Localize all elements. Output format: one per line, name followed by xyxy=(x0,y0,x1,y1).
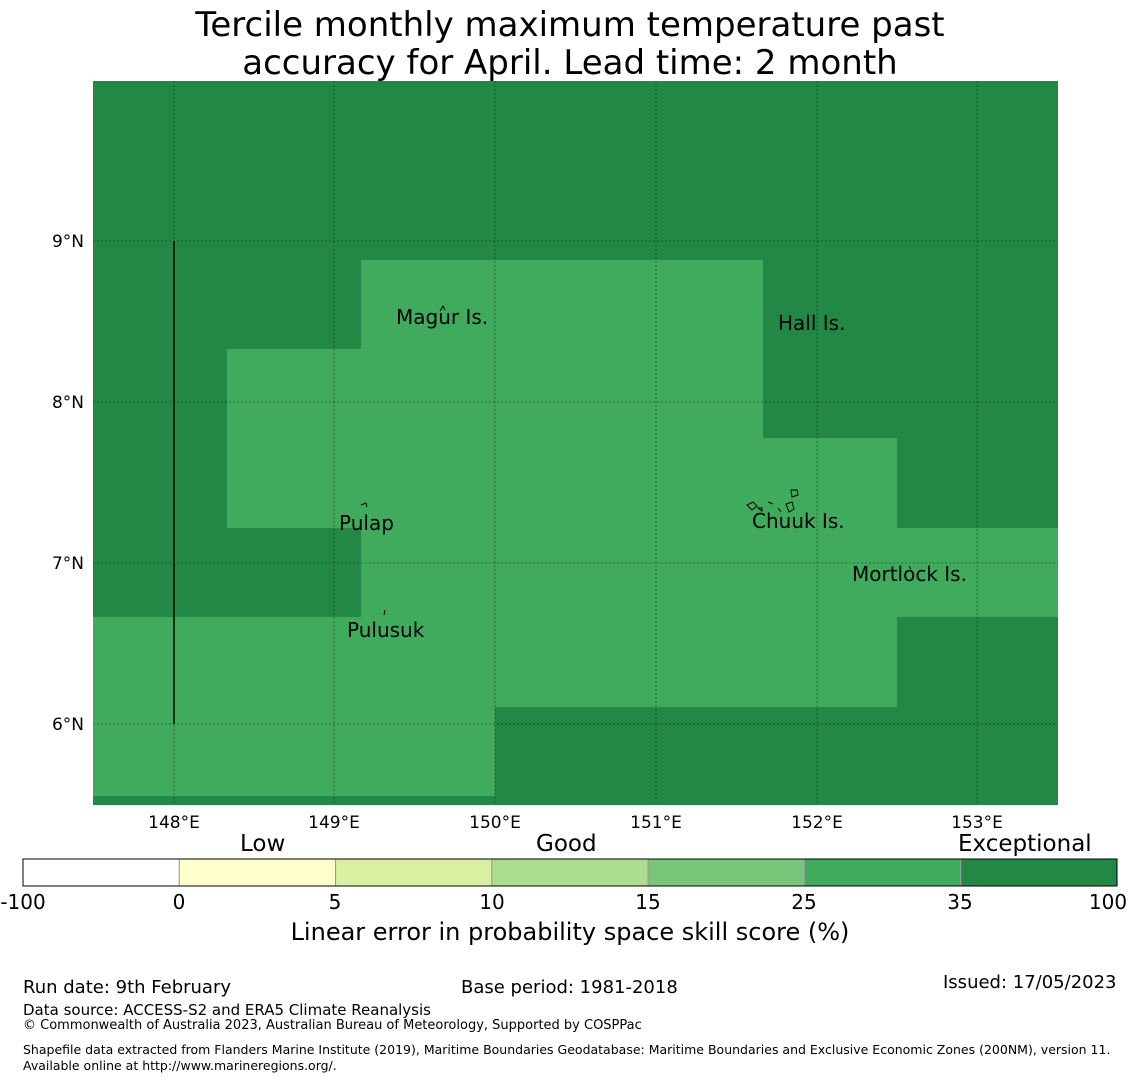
lon-tick-labels: 148°E 149°E 150°E 151°E 152°E 153°E xyxy=(148,813,1003,833)
lat-tick-label: 9°N xyxy=(52,232,84,252)
colorbar-tick-label: 15 xyxy=(635,890,661,914)
island-chuuk-2 xyxy=(746,501,758,511)
data-source: Data source: ACCESS-S2 and ERA5 Climate … xyxy=(23,1001,431,1019)
lon-tick-label: 153°E xyxy=(951,813,1003,833)
colorbar-frame xyxy=(22,858,1118,887)
lat-tick-label: 8°N xyxy=(52,393,84,413)
lat-tick-label: 6°N xyxy=(52,715,84,735)
colorbar-category-good: Good xyxy=(536,831,597,857)
lon-tick-label: 152°E xyxy=(791,813,843,833)
place-label-mortlock: Mortlock Is. xyxy=(852,562,967,586)
island-chuuk-4 xyxy=(767,501,774,505)
map-gridlines xyxy=(93,81,1058,805)
issued-date: Issued: 17/05/2023 xyxy=(943,972,1117,993)
place-label-pulap: Pulap xyxy=(339,511,394,535)
colorbar-segment xyxy=(335,858,493,887)
colorbar-title: Linear error in probability space skill … xyxy=(290,918,850,946)
lat-tick-labels: 9°N 8°N 7°N 6°N xyxy=(52,232,84,735)
island-outlines xyxy=(360,304,912,616)
chart-title: Tercile monthly maximum temperature past… xyxy=(0,6,1140,82)
colorbar-segment xyxy=(960,858,1118,887)
colorbar-segment xyxy=(491,858,649,887)
island-chuuk-6 xyxy=(777,507,782,513)
colorbar-segment xyxy=(178,858,337,887)
run-date: Run date: 9th February xyxy=(23,977,232,998)
colorbar-tick-label: 0 xyxy=(172,890,186,914)
place-label-hall: Hall Is. xyxy=(778,311,845,335)
colorbar-tick-label: 35 xyxy=(947,890,973,914)
colorbar-category-low: Low xyxy=(240,831,286,857)
colorbar xyxy=(22,858,1118,887)
chart-title-line2: accuracy for April. Lead time: 2 month xyxy=(242,43,898,83)
place-label-chuuk: Chuuk Is. xyxy=(752,509,845,533)
colorbar-tick-label: 100 xyxy=(1088,890,1128,914)
colorbar-tick-label: 5 xyxy=(328,890,342,914)
map-region-good xyxy=(93,260,1058,796)
colorbar-segment xyxy=(22,858,180,887)
lon-tick-label: 149°E xyxy=(308,813,360,833)
colorbar-tick-label: -100 xyxy=(0,890,46,914)
island-mortlock xyxy=(908,565,912,570)
colorbar-tick-label: 10 xyxy=(479,890,505,914)
lon-tick-label: 148°E xyxy=(148,813,200,833)
lon-tick-label: 150°E xyxy=(469,813,521,833)
island-pulusuk xyxy=(383,609,386,616)
lon-tick-label: 151°E xyxy=(630,813,682,833)
place-label-pulusuk: Pulusuk xyxy=(347,618,425,642)
map-panel xyxy=(93,81,1058,805)
island-chuuk-1 xyxy=(790,489,799,498)
shapefile-credit: Shapefile data extracted from Flanders M… xyxy=(23,1042,1111,1073)
place-label-magur: Magur Is. xyxy=(396,305,488,329)
colorbar-tick-label: 25 xyxy=(791,890,817,914)
colorbar-segment xyxy=(647,858,805,887)
island-magur xyxy=(439,304,446,312)
colorbar-category-exceptional: Exceptional xyxy=(958,831,1092,857)
place-labels: Magur Is. Hall Is. Pulap Chuuk Is. Mortl… xyxy=(339,305,967,642)
chart-title-line1: Tercile monthly maximum temperature past xyxy=(195,5,945,45)
base-period: Base period: 1981-2018 xyxy=(461,977,678,998)
island-pulap xyxy=(360,502,368,508)
copyright-notice: © Commonwealth of Australia 2023, Austra… xyxy=(23,1018,642,1033)
colorbar-segment xyxy=(803,858,962,887)
island-chuuk-5 xyxy=(785,501,795,513)
island-chuuk-3 xyxy=(756,507,763,512)
lat-tick-label: 7°N xyxy=(52,554,84,574)
